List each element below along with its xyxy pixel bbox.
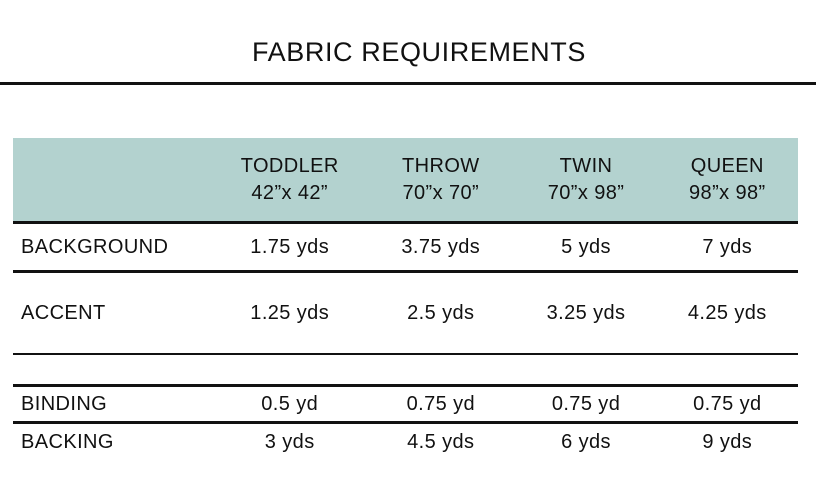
column-name: THROW bbox=[402, 154, 480, 177]
value-toddler: 1.25 yds bbox=[250, 301, 330, 324]
column-name: QUEEN bbox=[690, 154, 764, 177]
header-cell-queen: QUEEN 98”x 98” bbox=[657, 153, 798, 207]
value-throw: 4.5 yds bbox=[407, 430, 475, 453]
fabric-requirements-table: TODDLER 42”x 42” THROW 70”x 70” TWIN 70”… bbox=[13, 138, 798, 460]
value-throw: 2.5 yds bbox=[407, 301, 475, 324]
row-label: BINDING bbox=[21, 392, 108, 415]
column-size: 98”x 98” bbox=[689, 181, 766, 204]
column-name: TODDLER bbox=[240, 154, 339, 177]
value-twin: 3.25 yds bbox=[546, 301, 626, 324]
table-row-backing: BACKING 3 yds 4.5 yds 6 yds 9 yds bbox=[13, 424, 798, 460]
table-row-background: BACKGROUND 1.75 yds 3.75 yds 5 yds 7 yds bbox=[13, 224, 798, 273]
column-size: 70”x 98” bbox=[547, 181, 625, 204]
header-cell-throw: THROW 70”x 70” bbox=[366, 153, 515, 207]
value-twin: 6 yds bbox=[561, 430, 611, 453]
title-divider-line bbox=[0, 82, 816, 85]
value-queen: 9 yds bbox=[702, 430, 753, 453]
value-twin: 5 yds bbox=[561, 235, 611, 258]
table-header-row: TODDLER 42”x 42” THROW 70”x 70” TWIN 70”… bbox=[13, 138, 798, 224]
header-cell-toddler: TODDLER 42”x 42” bbox=[213, 153, 366, 207]
header-cell-twin: TWIN 70”x 98” bbox=[515, 153, 656, 207]
value-throw: 3.75 yds bbox=[401, 235, 481, 258]
table-row-accent: ACCENT 1.25 yds 2.5 yds 3.25 yds 4.25 yd… bbox=[13, 273, 798, 355]
value-queen: 0.75 yd bbox=[693, 392, 762, 415]
value-queen: 4.25 yds bbox=[687, 301, 767, 324]
row-label: BACKGROUND bbox=[21, 235, 169, 258]
column-name: TWIN bbox=[559, 154, 613, 177]
value-toddler: 0.5 yd bbox=[261, 392, 319, 415]
table-row-binding: BINDING 0.5 yd 0.75 yd 0.75 yd 0.75 yd bbox=[13, 387, 798, 424]
value-twin: 0.75 yd bbox=[551, 392, 621, 415]
table-spacer-row bbox=[13, 355, 798, 387]
value-toddler: 1.75 yds bbox=[250, 235, 330, 258]
value-queen: 7 yds bbox=[702, 235, 753, 258]
value-throw: 0.75 yd bbox=[406, 392, 475, 415]
row-label: ACCENT bbox=[21, 301, 106, 324]
page-title: FABRIC REQUIREMENTS bbox=[252, 37, 586, 67]
value-toddler: 3 yds bbox=[264, 430, 315, 453]
column-size: 42”x 42” bbox=[251, 181, 328, 204]
row-label: BACKING bbox=[21, 430, 114, 453]
column-size: 70”x 70” bbox=[402, 181, 480, 204]
